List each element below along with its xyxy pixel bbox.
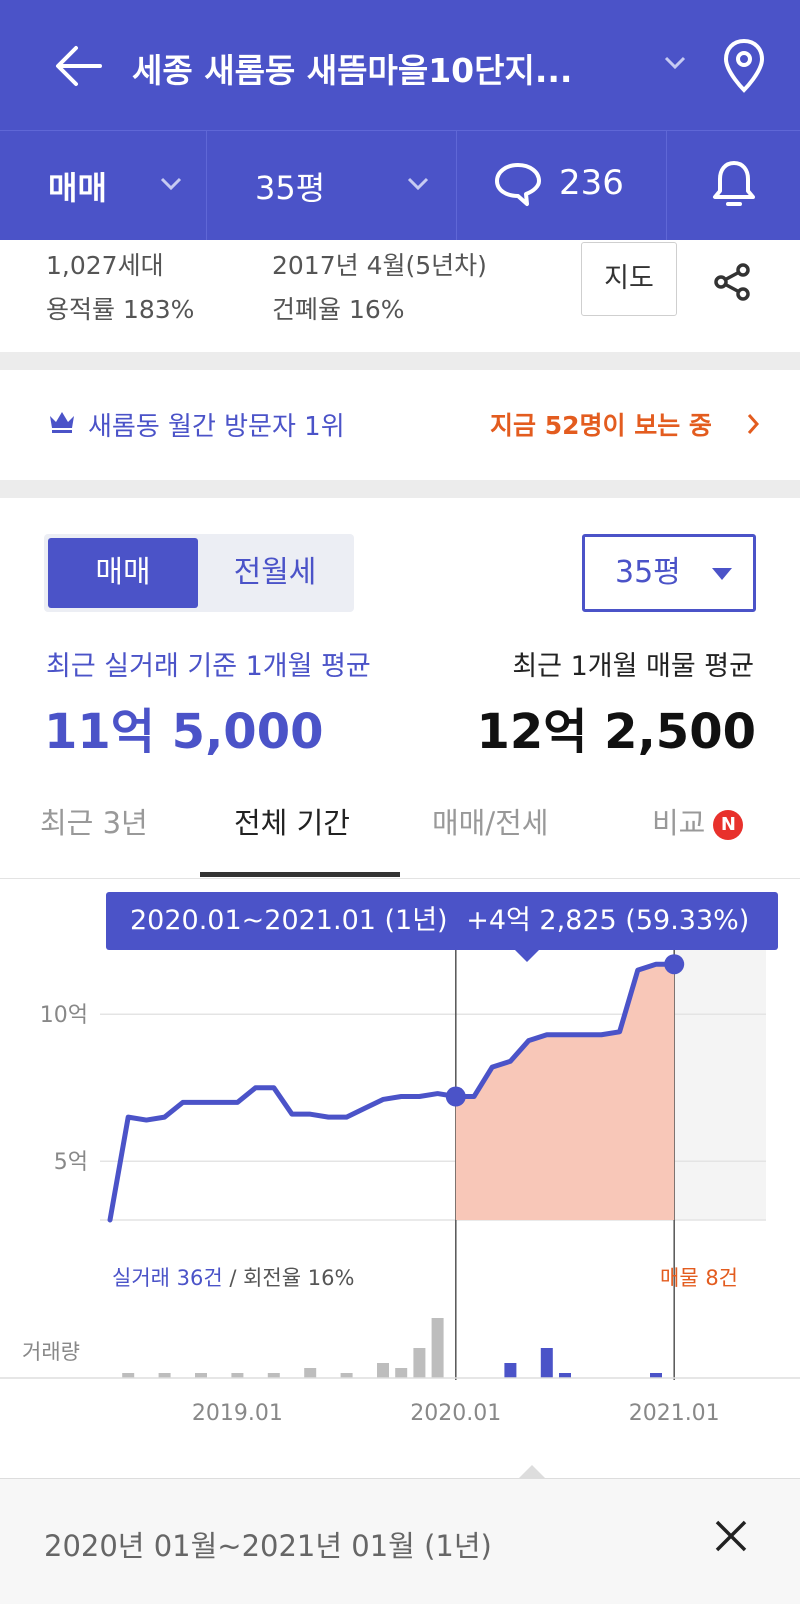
x-tick-label: 2021.01 — [629, 1401, 720, 1426]
volume-bars — [122, 1318, 662, 1378]
volume-bar — [158, 1373, 171, 1378]
endpoint-dot — [445, 1086, 466, 1107]
app-header: 세종 새롬동 새뜸마을10단지... 매매 35평 236 — [0, 0, 800, 241]
volume-bar — [195, 1373, 207, 1378]
volume-bar — [304, 1368, 317, 1378]
far-text: 용적률 183% — [46, 295, 195, 324]
endpoint-dot — [664, 954, 685, 975]
segment-sale[interactable]: 매매 — [48, 538, 198, 608]
highlight-area — [455, 964, 675, 1220]
pointer-notch — [518, 1465, 546, 1479]
volume-bar — [540, 1348, 553, 1378]
trade-segment-control: 매매 전월세 — [44, 534, 354, 612]
volume-bar — [231, 1373, 244, 1378]
volume-bar — [650, 1373, 662, 1378]
tooltip-period: 2020.01~2021.01 (1년) — [130, 905, 448, 936]
complex-title[interactable]: 세종 새롬동 새뜸마을10단지... — [132, 51, 573, 90]
comments-button[interactable]: 236 — [457, 131, 667, 241]
volume-bar — [413, 1348, 426, 1378]
caret-down-icon — [712, 568, 732, 580]
price-series — [107, 954, 685, 1223]
volume-bar — [122, 1373, 135, 1378]
share-icon[interactable] — [712, 262, 752, 302]
tab-sale-vs-rent[interactable]: 매매/전세 — [432, 806, 549, 840]
price-line — [107, 961, 677, 1223]
tab-compare-label: 비교 — [652, 806, 706, 840]
households-text: 1,027세대 — [46, 251, 164, 280]
listing-count-label: 매물 8건 — [660, 1266, 738, 1290]
volume-bar — [395, 1368, 408, 1378]
y-tick-label: 10억 — [40, 1003, 88, 1028]
live-viewers-text[interactable]: 지금 52명이 보는 중 — [490, 411, 712, 440]
period-tooltip: 2020.01~2021.01 (1년) +4억 2,825 (59.33%) — [106, 892, 778, 950]
close-icon[interactable] — [714, 1519, 748, 1553]
volume-bar — [340, 1373, 353, 1378]
volume-bar — [267, 1373, 280, 1378]
trade-count-label: 실거래 36건 / 회전율 16% — [112, 1262, 354, 1292]
tooltip-arrow — [514, 949, 540, 962]
listing-avg-price: 12억 2,500 — [476, 704, 757, 760]
tab-compare[interactable]: 비교 N — [652, 800, 744, 842]
trade-type-label: 매매 — [48, 169, 107, 207]
listing-band — [674, 930, 766, 1220]
trade-type-dropdown[interactable]: 매매 — [0, 131, 207, 241]
price-history-chart[interactable]: 5억 10억 2019.01 2020.01 2021.01 — [0, 880, 800, 1426]
size-label: 35평 — [255, 169, 326, 207]
active-tab-indicator — [200, 872, 400, 877]
tab-all-period[interactable]: 전체 기간 — [234, 806, 350, 840]
bell-icon — [713, 161, 755, 206]
ranking-banner[interactable]: 새롬동 월간 방문자 1위 지금 52명이 보는 중 — [0, 370, 800, 480]
header-filter-row: 매매 35평 236 — [0, 130, 800, 241]
visitor-rank-text: 새롬동 월간 방문자 1위 — [88, 412, 345, 442]
chat-bubble-icon — [495, 163, 541, 206]
new-badge: N — [713, 810, 744, 840]
size-dropdown[interactable]: 35평 — [207, 131, 457, 241]
recent-trade-price: 11억 5,000 — [44, 704, 324, 760]
crown-icon — [50, 412, 74, 433]
x-tick-label: 2019.01 — [192, 1401, 283, 1426]
chevron-down-icon — [160, 177, 182, 191]
highlight-fill — [455, 964, 675, 1220]
chevron-down-icon — [407, 177, 429, 191]
chevron-right-icon — [747, 414, 760, 434]
complex-summary: 1,027세대 2017년 4월(5년차) 용적률 183% 건폐율 16% 지… — [0, 240, 800, 352]
y-tick-label: 5억 — [54, 1150, 88, 1175]
bcr-text: 건폐율 16% — [272, 295, 405, 324]
map-button[interactable]: 지도 — [581, 242, 677, 316]
trade-count: 실거래 36건 — [112, 1266, 223, 1290]
volume-bar — [504, 1363, 517, 1378]
tab-recent-3y[interactable]: 최근 3년 — [40, 806, 148, 840]
comment-count: 236 — [559, 163, 624, 203]
tooltip-change: +4억 2,825 (59.33%) — [466, 905, 750, 936]
volume-label: 거래량 — [22, 1340, 80, 1364]
turnover-rate: / 회전율 16% — [222, 1266, 355, 1290]
header-top-row: 세종 새롬동 새뜸마을10단지... — [0, 0, 800, 130]
segment-rent[interactable]: 전월세 — [233, 555, 317, 590]
location-pin-icon[interactable] — [722, 38, 766, 94]
x-tick-label: 2020.01 — [410, 1401, 501, 1426]
volume-bar — [431, 1318, 444, 1378]
built-year-text: 2017년 4월(5년차) — [272, 251, 487, 280]
listing-avg-label: 최근 1개월 매물 평균 — [512, 651, 754, 682]
selected-period: 2020년 01월~2021년 01월 (1년) — [44, 1529, 492, 1563]
volume-bar — [377, 1363, 389, 1378]
size-select[interactable]: 35평 — [582, 534, 756, 612]
chevron-down-icon[interactable] — [664, 56, 686, 70]
period-detail-bar: 2020년 01월~2021년 01월 (1년) — [0, 1465, 800, 1604]
chart-axes: 5억 10억 2019.01 2020.01 2021.01 — [0, 1003, 800, 1426]
recent-trade-label: 최근 실거래 기준 1개월 평균 — [46, 651, 371, 682]
size-select-value: 35평 — [615, 555, 681, 590]
volume-bar — [559, 1373, 571, 1378]
back-arrow-icon[interactable] — [54, 44, 104, 88]
tabs-divider — [0, 878, 800, 879]
alarm-button[interactable] — [667, 131, 800, 241]
